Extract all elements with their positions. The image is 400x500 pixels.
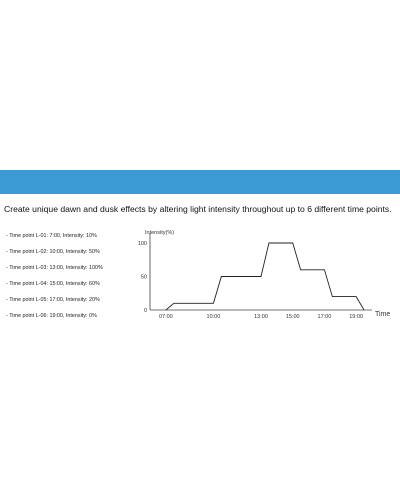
description-text: Create unique dawn and dusk effects by a… bbox=[4, 204, 392, 214]
y-axis-label: Intensity(%) bbox=[145, 230, 174, 236]
time-point-item: - Time point L-04: 15:00, Intensity: 60% bbox=[6, 281, 100, 287]
x-tick-label: 07:00 bbox=[159, 314, 173, 320]
time-point-item: - Time point L-05: 17:00, Intensity: 20% bbox=[6, 297, 100, 303]
section-banner: Program Mode - Ramp Up / Dim Dowm bbox=[0, 170, 400, 214]
time-point-list: - Time point L-01: 7:00, Intensity: 10% … bbox=[6, 230, 156, 326]
time-point-item: - Time point L-03: 13:00, Intensity: 100… bbox=[6, 265, 103, 271]
x-tick-label: 10:00 bbox=[207, 314, 221, 320]
x-tick-label: 17:00 bbox=[318, 314, 332, 320]
x-axis-label: Time bbox=[375, 311, 390, 318]
y-tick-label: 50 bbox=[141, 275, 147, 281]
time-point-item: - Time point L-06: 19:00, Intensity: 0% bbox=[6, 313, 97, 319]
time-point-item: - Time point L-02: 10:00, Intensity: 50% bbox=[6, 249, 100, 255]
time-point-item: - Time point L-01: 7:00, Intensity: 10% bbox=[6, 233, 97, 239]
y-tick-label: 100 bbox=[138, 241, 147, 247]
banner-title: Program Mode - Ramp Up / Dim Dowm bbox=[61, 197, 349, 214]
x-tick-label: 13:00 bbox=[254, 314, 268, 320]
x-tick-label: 19:00 bbox=[349, 314, 363, 320]
y-tick-label: 0 bbox=[144, 308, 147, 314]
intensity-line bbox=[165, 242, 365, 311]
x-tick-label: 15:00 bbox=[286, 314, 300, 320]
